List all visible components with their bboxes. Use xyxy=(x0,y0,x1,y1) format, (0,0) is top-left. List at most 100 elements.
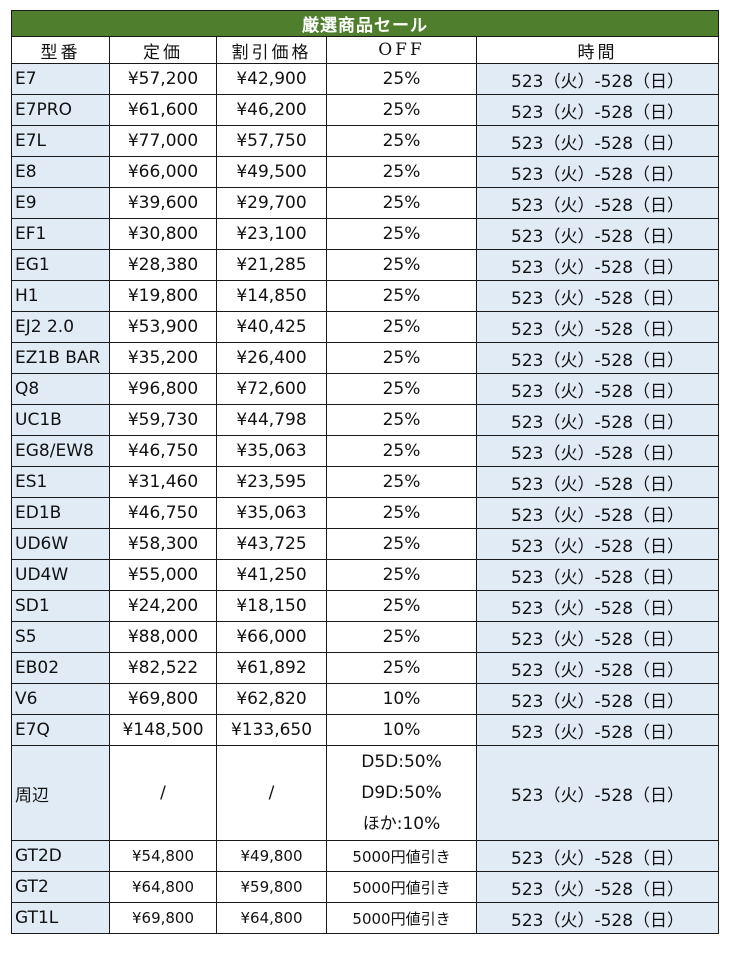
discount-cell: 25% xyxy=(326,559,477,591)
table-row: SD1 ¥24,200 ¥18,150 25% 523（火）-528（日） xyxy=(11,590,720,622)
header-period: 時間 xyxy=(475,36,720,64)
list-price-cell: ¥35,200 xyxy=(109,342,217,374)
discount-cell: 10% xyxy=(326,683,477,715)
sale-price-cell: ¥23,595 xyxy=(216,466,327,498)
discount-cell: 25% xyxy=(326,125,477,157)
sale-period-cell: 523（火）-528（日） xyxy=(475,528,720,560)
discount-line: D9D:50% xyxy=(361,782,442,803)
sale-price-cell: ¥46,200 xyxy=(216,94,327,126)
model-cell: E9 xyxy=(11,187,110,219)
table-row: S5 ¥88,000 ¥66,000 25% 523（火）-528（日） xyxy=(11,621,720,653)
table-body: E7 ¥57,200 ¥42,900 25% 523（火）-528（日） E7PRO ¥61… xyxy=(11,63,720,934)
model-cell: GT1L xyxy=(11,902,110,934)
table-row: V6 ¥69,800 ¥62,820 10% 523（火）-528（日） xyxy=(11,683,720,715)
discount-cell: D5D:50% D9D:50% ほか:10% xyxy=(326,745,477,841)
list-price-cell: ¥39,600 xyxy=(109,187,217,219)
list-price-cell: ¥96,800 xyxy=(109,373,217,405)
sale-price-cell: ¥23,100 xyxy=(216,218,327,250)
table-row: E7PRO ¥61,600 ¥46,200 25% 523（火）-528（日） xyxy=(11,94,720,126)
table-row: EG1 ¥28,380 ¥21,285 25% 523（火）-528（日） xyxy=(11,249,720,281)
sale-table: 厳選商品セール 型番 定価 割引価格 OFF 時間 E7 ¥57,200 ¥42,9… xyxy=(10,10,720,934)
list-price-cell: ¥69,800 xyxy=(109,902,217,934)
list-price-cell: ¥46,750 xyxy=(109,435,217,467)
sale-period-cell: 523（火）-528（日） xyxy=(475,63,720,95)
discount-cell: 25% xyxy=(326,63,477,95)
list-price-cell: ¥58,300 xyxy=(109,528,217,560)
list-price-cell: ¥24,200 xyxy=(109,590,217,622)
sale-price-cell: ¥62,820 xyxy=(216,683,327,715)
model-cell: E7 xyxy=(11,63,110,95)
model-cell: E7L xyxy=(11,125,110,157)
list-price-cell: ¥46,750 xyxy=(109,497,217,529)
list-price-cell: ¥82,522 xyxy=(109,652,217,684)
sale-period-cell: 523（火）-528（日） xyxy=(475,559,720,591)
discount-cell: 25% xyxy=(326,342,477,374)
sale-period-cell: 523（火）-528（日） xyxy=(475,404,720,436)
sale-period-cell: 523（火）-528（日） xyxy=(475,156,720,188)
sale-price-cell: ¥72,600 xyxy=(216,373,327,405)
table-row: E9 ¥39,600 ¥29,700 25% 523（火）-528（日） xyxy=(11,187,720,219)
discount-cell: 25% xyxy=(326,249,477,281)
discount-cell: 25% xyxy=(326,497,477,529)
model-cell: ES1 xyxy=(11,466,110,498)
table-title: 厳選商品セール xyxy=(10,10,720,37)
accessories-row: 周辺 / / D5D:50% D9D:50% ほか:10% 523（火）-528（日） xyxy=(11,745,720,841)
list-price-cell: ¥28,380 xyxy=(109,249,217,281)
model-cell: E8 xyxy=(11,156,110,188)
discount-cell: 25% xyxy=(326,404,477,436)
list-price-cell: / xyxy=(109,745,217,841)
discount-cell: 25% xyxy=(326,373,477,405)
discount-cell: 10% xyxy=(326,714,477,746)
sale-price-cell: ¥26,400 xyxy=(216,342,327,374)
table-row: ED1B ¥46,750 ¥35,063 25% 523（火）-528（日） xyxy=(11,497,720,529)
sale-period-cell: 523（火）-528（日） xyxy=(475,94,720,126)
sale-price-cell: ¥49,800 xyxy=(216,840,327,872)
sale-period-cell: 523（火）-528（日） xyxy=(475,902,720,934)
model-cell: UC1B xyxy=(11,404,110,436)
discount-cell: 25% xyxy=(326,466,477,498)
sale-price-cell: ¥21,285 xyxy=(216,249,327,281)
table-row: E7 ¥57,200 ¥42,900 25% 523（火）-528（日） xyxy=(11,63,720,95)
sale-period-cell: 523（火）-528（日） xyxy=(475,497,720,529)
sale-period-cell: 523（火）-528（日） xyxy=(475,745,720,841)
model-cell: E7PRO xyxy=(11,94,110,126)
sale-period-cell: 523（火）-528（日） xyxy=(475,373,720,405)
table-row: GT2 ¥64,800 ¥59,800 5000円値引き 523（火）-528（日） xyxy=(11,871,720,903)
sale-price-cell: ¥64,800 xyxy=(216,902,327,934)
header-model: 型番 xyxy=(11,36,110,64)
table-row: GT2D ¥54,800 ¥49,800 5000円値引き 523（火）-528（日） xyxy=(11,840,720,872)
header-off: OFF xyxy=(326,36,477,64)
model-cell: V6 xyxy=(11,683,110,715)
list-price-cell: ¥88,000 xyxy=(109,621,217,653)
sale-period-cell: 523（火）-528（日） xyxy=(475,466,720,498)
sale-price-cell: ¥61,892 xyxy=(216,652,327,684)
table-row: Q8 ¥96,800 ¥72,600 25% 523（火）-528（日） xyxy=(11,373,720,405)
model-cell: E7Q xyxy=(11,714,110,746)
list-price-cell: ¥31,460 xyxy=(109,466,217,498)
model-cell: 周辺 xyxy=(11,745,110,841)
discount-cell: 25% xyxy=(326,652,477,684)
table-row: ES1 ¥31,460 ¥23,595 25% 523（火）-528（日） xyxy=(11,466,720,498)
discount-cell: 25% xyxy=(326,218,477,250)
sale-price-cell: ¥59,800 xyxy=(216,871,327,903)
list-price-cell: ¥19,800 xyxy=(109,280,217,312)
model-cell: ED1B xyxy=(11,497,110,529)
list-price-cell: ¥57,200 xyxy=(109,63,217,95)
sale-period-cell: 523（火）-528（日） xyxy=(475,652,720,684)
sale-price-cell: ¥49,500 xyxy=(216,156,327,188)
table-row: E8 ¥66,000 ¥49,500 25% 523（火）-528（日） xyxy=(11,156,720,188)
model-cell: EJ2 2.0 xyxy=(11,311,110,343)
model-cell: EG1 xyxy=(11,249,110,281)
model-cell: UD4W xyxy=(11,559,110,591)
list-price-cell: ¥53,900 xyxy=(109,311,217,343)
discount-line: ほか:10% xyxy=(362,813,441,834)
discount-cell: 25% xyxy=(326,528,477,560)
discount-line: D5D:50% xyxy=(361,751,442,772)
discount-cell: 25% xyxy=(326,621,477,653)
sale-table-container: 厳選商品セール 型番 定価 割引価格 OFF 時間 E7 ¥57,200 ¥42,9… xyxy=(10,10,720,934)
list-price-cell: ¥30,800 xyxy=(109,218,217,250)
discount-cell: 25% xyxy=(326,280,477,312)
sale-period-cell: 523（火）-528（日） xyxy=(475,871,720,903)
model-cell: S5 xyxy=(11,621,110,653)
sale-price-cell: ¥133,650 xyxy=(216,714,327,746)
